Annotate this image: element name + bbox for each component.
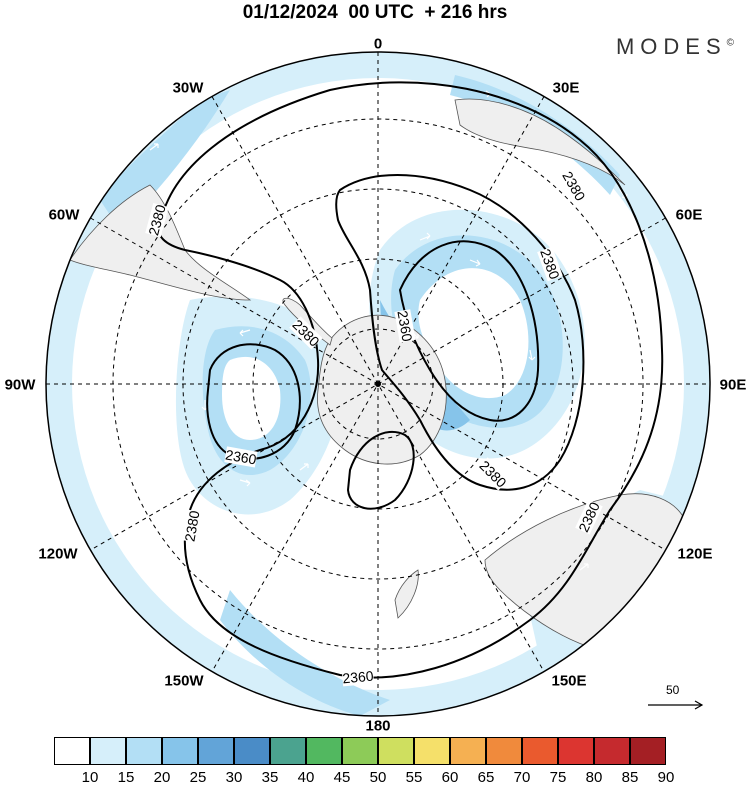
contour-2380-inner: [335, 174, 585, 491]
lon-label-0: 0: [373, 35, 383, 53]
brand-logo: MODES©: [616, 34, 734, 60]
legend-swatch: [414, 737, 450, 765]
lon-label-180: 180: [365, 717, 391, 735]
map-boundary: [45, 51, 711, 717]
south-america: [69, 184, 252, 301]
lon-label-90w: 90W: [4, 376, 36, 394]
legend-swatch: [54, 737, 90, 765]
legend-swatch: [270, 737, 306, 765]
legend-label: 55: [405, 769, 423, 786]
legend-label: 75: [549, 769, 567, 786]
reference-vector-label: 50: [666, 683, 680, 697]
lon-label-30e: 30E: [552, 79, 580, 97]
legend-label: 30: [225, 769, 243, 786]
legend-swatch: [630, 737, 666, 765]
new-zealand: [394, 569, 419, 619]
contour-label: 2360: [341, 667, 375, 687]
map-title: 01/12/2024 00 UTC + 216 hrs: [242, 2, 508, 23]
legend-label: 15: [117, 769, 135, 786]
legend-label: 25: [189, 769, 207, 786]
reference-vector-arrow: [648, 700, 704, 710]
legend-label: 10: [81, 769, 99, 786]
legend-label: 65: [477, 769, 495, 786]
legend-label: 70: [513, 769, 531, 786]
africa: [454, 98, 626, 186]
legend-label: 80: [585, 769, 603, 786]
legend-label: 90: [657, 769, 675, 786]
lon-label-150e: 150E: [551, 672, 587, 690]
legend-label: 85: [621, 769, 639, 786]
legend-swatch: [234, 737, 270, 765]
legend-label: 40: [297, 769, 315, 786]
legend-swatch: [522, 737, 558, 765]
brand-name: MODES: [615, 34, 727, 59]
legend-swatch: [558, 737, 594, 765]
contour-2360-east: [398, 240, 540, 422]
lon-label-150w: 150W: [164, 672, 204, 690]
legend-swatch: [378, 737, 414, 765]
pole-marker: [375, 381, 381, 387]
legend-swatch: [594, 737, 630, 765]
lon-label-60w: 60W: [48, 206, 80, 224]
lon-label-120e: 120E: [677, 545, 713, 563]
legend-swatch: [342, 737, 378, 765]
legend-label: 45: [333, 769, 351, 786]
brand-mark: ©: [726, 37, 734, 49]
legend-swatch: [306, 737, 342, 765]
legend-swatch: [90, 737, 126, 765]
legend-label: 35: [261, 769, 279, 786]
legend-swatch: [162, 737, 198, 765]
legend-label: 20: [153, 769, 171, 786]
lon-label-30w: 30W: [172, 79, 204, 97]
contour-2380-south: [346, 430, 415, 510]
lon-label-90e: 90E: [719, 376, 747, 394]
legend-label: 50: [369, 769, 387, 786]
lon-label-60e: 60E: [675, 206, 703, 224]
legend-swatch: [450, 737, 486, 765]
legend-swatch: [198, 737, 234, 765]
contour-2360-west: [206, 343, 301, 460]
lon-label-120w: 120W: [38, 545, 78, 563]
legend-swatch: [126, 737, 162, 765]
legend-label: 60: [441, 769, 459, 786]
legend-swatch: [486, 737, 522, 765]
